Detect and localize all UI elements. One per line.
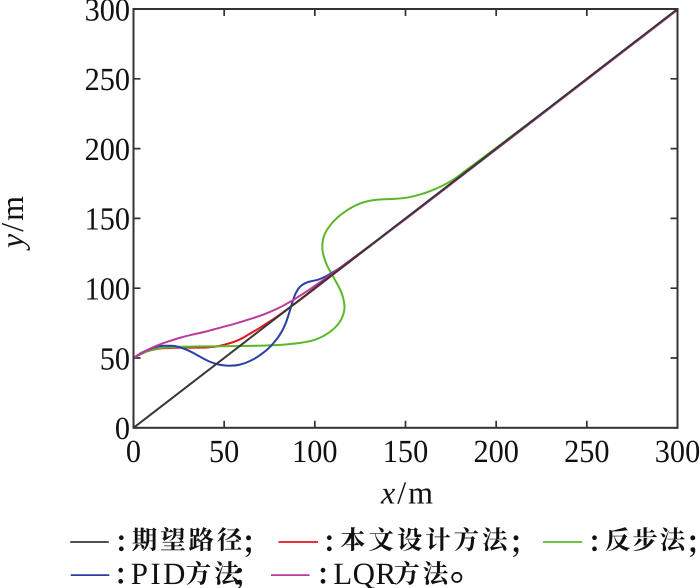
svg-text:150: 150 — [85, 201, 130, 237]
svg-text:x/m: x/m — [380, 475, 435, 511]
svg-text:100: 100 — [85, 271, 130, 307]
svg-text:100: 100 — [292, 433, 337, 469]
svg-text:250: 250 — [85, 61, 130, 97]
svg-text:50: 50 — [100, 340, 130, 376]
svg-text:50: 50 — [209, 433, 239, 469]
svg-text:150: 150 — [383, 433, 428, 469]
svg-text:0: 0 — [115, 410, 130, 446]
svg-text:200: 200 — [473, 433, 518, 469]
svg-text:0: 0 — [126, 433, 141, 469]
svg-text:250: 250 — [564, 433, 609, 469]
svg-text:200: 200 — [85, 131, 130, 167]
svg-text:300: 300 — [85, 0, 130, 27]
svg-text:y/m: y/m — [0, 194, 30, 251]
svg-text:PID: PID — [131, 556, 188, 588]
svg-text:300: 300 — [655, 433, 700, 469]
svg-text:LQR: LQR — [333, 556, 397, 588]
